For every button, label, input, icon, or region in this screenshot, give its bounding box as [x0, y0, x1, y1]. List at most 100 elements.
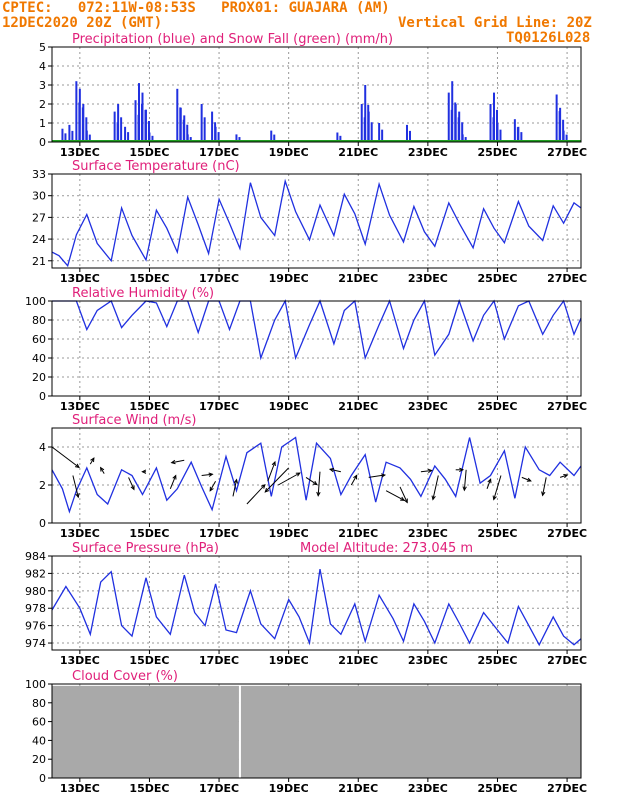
precip-bar: [378, 123, 381, 142]
x-tick-label: 27DEC: [547, 146, 587, 159]
wind-vector: [462, 486, 467, 492]
chart-title: Surface Wind (m/s): [72, 413, 196, 428]
y-tick-label: 982: [25, 567, 46, 580]
chart-title: Relative Humidity (%): [72, 286, 214, 301]
wind-vector: [487, 478, 492, 484]
wind-vector: [201, 473, 213, 476]
panel-frame: [51, 46, 582, 143]
wind-vector: [563, 473, 569, 479]
precip-bar: [562, 130, 565, 142]
x-tick-label: 17DEC: [199, 782, 239, 795]
y-tick-label: 4: [39, 60, 46, 73]
x-tick-label: 13DEC: [60, 400, 100, 413]
precip-bar: [75, 81, 78, 142]
wind-vector: [312, 480, 318, 486]
wind-vector: [368, 474, 385, 478]
panel-frame: [51, 683, 582, 779]
wind-vector: [427, 468, 433, 474]
x-tick-label: 19DEC: [269, 782, 309, 795]
wind-vector: [329, 468, 341, 473]
wind-vector: [486, 479, 492, 489]
x-tick-label: 15DEC: [129, 272, 169, 285]
precip-bar: [461, 122, 464, 142]
chart-title: Surface Temperature (nC): [72, 159, 240, 174]
series-line: [51, 436, 582, 514]
y-tick-label: 40: [32, 352, 46, 365]
y-tick-label: 60: [32, 333, 46, 346]
precip-bar: [134, 100, 137, 142]
wind-vector: [100, 466, 105, 472]
x-tick-label: 15DEC: [129, 782, 169, 795]
wind-vector: [316, 491, 321, 497]
chart-title: Surface Pressure (hPa): [72, 541, 219, 556]
x-tick-label: 13DEC: [60, 272, 100, 285]
header-date-line: 12DEC2020 20Z (GMT): [2, 15, 163, 31]
precip-bar: [270, 130, 273, 142]
chart-subtitle: Model Altitude: 273.045 m: [300, 541, 473, 556]
panel-frame: [51, 555, 582, 651]
wind-vector: [521, 476, 532, 482]
precip-bar: [559, 107, 562, 142]
header-model-code: TQ0126L028: [506, 30, 591, 46]
x-tick-label: 27DEC: [547, 782, 587, 795]
wind-vector: [100, 467, 105, 474]
wind-vector: [492, 495, 497, 501]
x-tick-label: 21DEC: [338, 782, 378, 795]
x-tick-label: 23DEC: [408, 527, 448, 540]
x-tick-label: 17DEC: [199, 146, 239, 159]
x-tick-label: 19DEC: [269, 272, 309, 285]
wind-vector: [51, 446, 80, 468]
wind-vector: [277, 472, 301, 486]
y-tick-label: 5: [39, 41, 46, 54]
wind-vector: [260, 483, 266, 489]
x-tick-label: 15DEC: [129, 527, 169, 540]
wind-vector: [171, 459, 185, 464]
x-tick-label: 23DEC: [408, 782, 448, 795]
x-tick-label: 21DEC: [338, 527, 378, 540]
wind-vector: [271, 460, 276, 467]
precip-bar: [124, 126, 127, 142]
wind-vector: [295, 472, 301, 477]
wind-vector: [89, 457, 95, 465]
wind-vector: [169, 475, 177, 489]
precip-bar: [113, 111, 116, 142]
precip-bar: [183, 115, 186, 142]
y-tick-label: 984: [25, 550, 46, 563]
precip-bar: [499, 129, 502, 142]
chart-title: Precipitation (blue) and Snow Fall (gree…: [72, 32, 393, 47]
panel-frame: [51, 173, 582, 269]
precip-bar: [492, 92, 495, 142]
precip-bar: [61, 128, 64, 142]
precip-bar: [496, 123, 499, 142]
wind-vector: [328, 467, 335, 473]
precip-bar: [238, 137, 241, 142]
precip-bar: [489, 104, 492, 142]
wind-vector: [130, 485, 135, 491]
y-tick-label: 2: [39, 98, 46, 111]
wind-vector: [209, 480, 217, 492]
wind-vector: [463, 469, 467, 491]
precip-bar: [147, 121, 150, 142]
precip-bar: [82, 104, 85, 142]
precip-bar: [151, 135, 154, 142]
wind-vector: [541, 491, 546, 497]
x-tick-label: 23DEC: [408, 654, 448, 667]
y-tick-label: 33: [32, 168, 46, 181]
precip-bar: [176, 88, 179, 142]
wind-vector: [208, 472, 214, 477]
y-tick-label: 0: [39, 390, 46, 403]
precip-bar: [454, 104, 457, 142]
y-tick-label: 20: [32, 371, 46, 384]
wind-vector: [170, 459, 176, 465]
precip-bar: [85, 130, 88, 142]
wind-vector: [209, 486, 214, 492]
y-tick-label: 4: [39, 441, 46, 454]
x-tick-label: 13DEC: [60, 527, 100, 540]
precip-bar: [138, 83, 141, 142]
precip-bar: [408, 130, 411, 142]
precip-bar: [517, 126, 520, 142]
x-tick-label: 23DEC: [408, 146, 448, 159]
precip-bar: [211, 111, 214, 142]
precip-bar: [186, 124, 189, 142]
